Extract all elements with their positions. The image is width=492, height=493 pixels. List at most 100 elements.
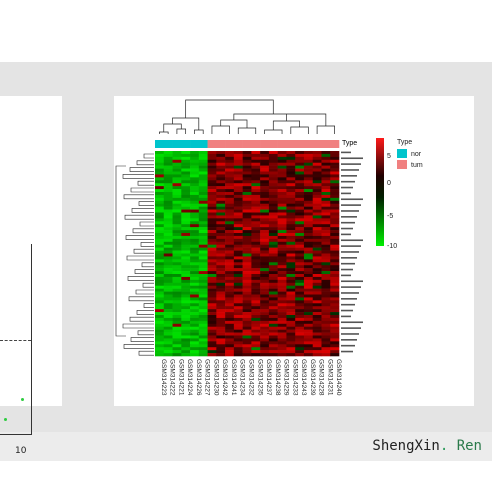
heatmap-cell <box>295 224 305 228</box>
heatmap-cell <box>277 253 287 257</box>
gene-label-text <box>341 327 361 329</box>
heatmap-cell <box>242 312 252 316</box>
heatmap-cell <box>321 320 331 325</box>
heatmap-cell <box>163 235 173 240</box>
heatmap-cell <box>286 344 296 348</box>
dendrogram-branch <box>143 303 154 308</box>
heatmap-cell <box>225 279 235 284</box>
heatmap-cell <box>260 189 270 193</box>
heatmap-cell <box>181 235 191 240</box>
heatmap-cell <box>277 180 287 184</box>
heatmap-cell <box>198 183 208 187</box>
heatmap-cell <box>172 335 182 339</box>
heatmap-cell <box>251 156 261 161</box>
heatmap-cell <box>163 279 173 284</box>
heatmap-cell <box>321 221 331 225</box>
heatmap-cell <box>198 341 208 345</box>
dendrogram-branch <box>133 248 154 254</box>
heatmap-cell <box>295 279 305 284</box>
heatmap-cell <box>268 271 278 275</box>
heatmap-cell <box>321 250 331 254</box>
heatmap-cell <box>225 265 235 269</box>
heatmap-cell <box>207 162 217 166</box>
heatmap-cell <box>295 256 305 260</box>
heatmap-cell <box>207 186 217 190</box>
heatmap-cell <box>181 338 191 342</box>
heatmap-cell <box>321 151 331 155</box>
heatmap-cell <box>216 203 226 207</box>
heatmap-cell <box>216 306 226 310</box>
heatmap-cell <box>216 215 226 219</box>
heatmap-cell <box>277 238 287 243</box>
heatmap-cell <box>163 338 173 342</box>
heatmap-cell <box>225 312 235 316</box>
dendrogram-branch <box>127 276 154 281</box>
heatmap-cell <box>277 159 287 164</box>
heatmap-cell <box>277 282 287 287</box>
heatmap-cell <box>225 215 235 219</box>
heatmap-cell <box>155 233 165 237</box>
heatmap-cell <box>260 233 270 237</box>
heatmap-cell <box>295 317 305 322</box>
heatmap-cell <box>172 329 182 333</box>
heatmap-cell <box>303 159 314 164</box>
heatmap-cell <box>277 165 287 169</box>
heatmap-cell <box>181 250 191 254</box>
heatmap-cell <box>312 332 322 336</box>
heatmap-cell <box>190 162 200 166</box>
heatmap-cell <box>216 347 226 351</box>
heatmap-cell <box>181 320 191 325</box>
heatmap-cell <box>277 197 287 202</box>
heatmap-cell <box>303 194 314 199</box>
heatmap-cell <box>268 303 278 307</box>
heatmap-cell <box>225 192 235 196</box>
heatmap-cell <box>190 174 200 178</box>
gene-label-text <box>341 251 359 253</box>
sample-label: GSM314242 <box>221 359 228 396</box>
heatmap-cell <box>198 174 208 178</box>
heatmap-cell <box>277 259 287 263</box>
heatmap-cell <box>155 180 165 184</box>
heatmap-cell <box>312 285 322 289</box>
heatmap-cell <box>207 274 217 278</box>
heatmap-cell <box>155 315 165 319</box>
heatmap-cell <box>190 259 200 263</box>
heatmap-cell <box>172 168 182 172</box>
heatmap-cell <box>172 259 182 263</box>
dendrogram-branch <box>316 125 335 134</box>
heatmap-cell <box>172 165 182 169</box>
brand-space <box>448 438 456 454</box>
heatmap-cell <box>321 306 331 310</box>
heatmap-cell <box>251 168 261 172</box>
heatmap-cell <box>312 353 322 357</box>
heatmap-cell <box>225 297 235 301</box>
heatmap-cell <box>172 183 182 187</box>
heatmap-cell <box>303 162 314 166</box>
heatmap-cell <box>312 241 322 246</box>
heatmap-cell <box>251 162 261 166</box>
heatmap-cell <box>303 265 314 269</box>
gene-label-text <box>341 210 359 212</box>
heatmap-cell <box>155 241 165 246</box>
heatmap-cell <box>155 165 165 169</box>
sample-label: GSM314231 <box>326 359 333 396</box>
heatmap-cell <box>181 309 191 313</box>
heatmap-cell <box>286 271 296 275</box>
heatmap-cell <box>312 180 322 184</box>
heatmap-cell <box>242 317 252 322</box>
heatmap-cell <box>242 244 252 248</box>
heatmap-cell <box>251 215 261 219</box>
heatmap-cell <box>163 300 173 304</box>
heatmap-cell <box>251 153 261 158</box>
heatmap-cell <box>321 189 331 193</box>
heatmap-cell <box>251 285 261 289</box>
heatmap-cell <box>190 212 200 216</box>
heatmap-cell <box>163 282 173 287</box>
heatmap-cell <box>303 338 314 342</box>
heatmap-cell <box>172 206 182 210</box>
dendrogram-branch <box>138 350 154 356</box>
heatmap-cell <box>190 227 200 231</box>
heatmap-cell <box>207 338 217 342</box>
heatmap-cell <box>242 224 252 228</box>
heatmap-cell <box>277 218 287 222</box>
